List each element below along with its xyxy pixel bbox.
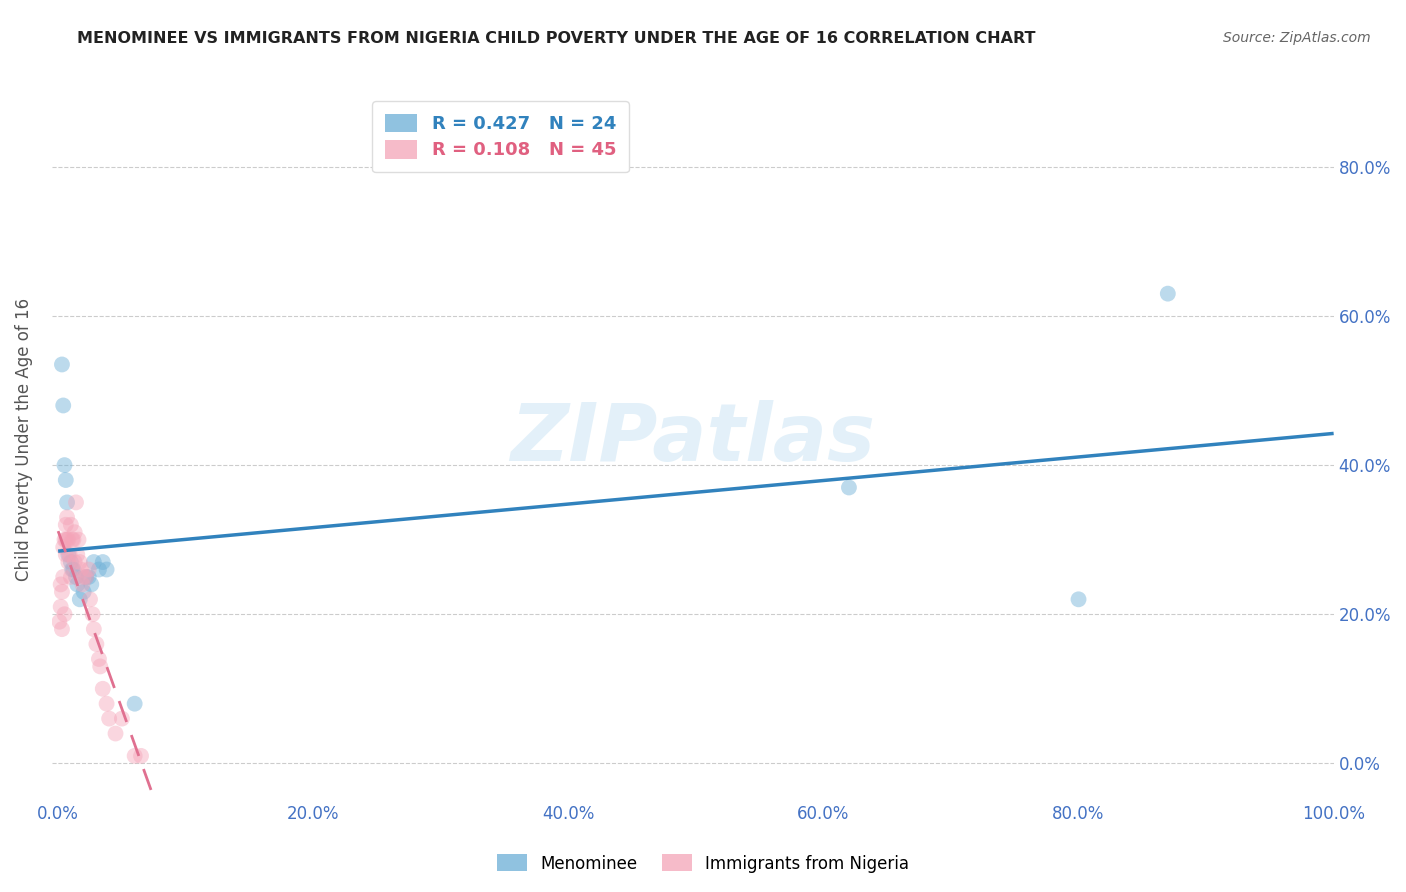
Point [69,555,91,569]
Point [48,615,70,629]
Point [104,726,127,740]
Point [111,712,134,726]
Point [55,533,77,547]
Point [1157,286,1180,301]
Point [53,458,76,472]
Point [67,533,90,547]
Point [72,570,94,584]
Point [56,495,79,509]
Point [65,570,87,584]
Point [66,577,89,591]
Point [75,570,97,584]
Point [58,548,80,562]
Point [83,622,105,636]
Point [52,570,75,584]
Point [1067,592,1090,607]
Point [66,548,89,562]
Point [87,652,110,666]
Point [70,562,93,576]
Point [96,562,118,576]
Point [86,637,108,651]
Point [56,510,79,524]
Point [79,592,101,607]
Point [49,577,72,591]
Point [89,659,111,673]
Point [55,548,77,562]
Point [60,533,83,547]
Point [58,533,80,547]
Point [87,562,110,576]
Point [69,592,91,607]
Point [98,712,121,726]
Point [62,533,84,547]
Text: MENOMINEE VS IMMIGRANTS FROM NIGERIA CHILD POVERTY UNDER THE AGE OF 16 CORRELATI: MENOMINEE VS IMMIGRANTS FROM NIGERIA CHI… [77,31,1036,46]
Point [63,555,86,569]
Y-axis label: Child Poverty Under the Age of 16: Child Poverty Under the Age of 16 [15,297,32,581]
Point [72,577,94,591]
Point [63,525,86,540]
Text: Source: ZipAtlas.com: Source: ZipAtlas.com [1223,31,1371,45]
Point [124,697,146,711]
Point [77,570,100,584]
Point [91,681,114,696]
Point [59,517,82,532]
Point [80,577,103,591]
Point [49,599,72,614]
Point [53,533,76,547]
Point [82,607,104,622]
Point [65,495,87,509]
Point [59,570,82,584]
Point [62,562,84,576]
Point [55,517,77,532]
Point [838,481,860,495]
Point [51,358,73,372]
Point [51,622,73,636]
Point [52,399,75,413]
Legend: Menominee, Immigrants from Nigeria: Menominee, Immigrants from Nigeria [489,847,917,880]
Point [91,555,114,569]
Point [58,555,80,569]
Point [129,748,152,763]
Point [77,562,100,576]
Point [59,548,82,562]
Point [75,570,97,584]
Point [83,555,105,569]
Point [53,607,76,622]
Point [59,555,82,569]
Point [56,533,79,547]
Point [72,585,94,599]
Point [51,585,73,599]
Point [124,748,146,763]
Text: ZIPatlas: ZIPatlas [510,400,875,478]
Legend: R = 0.427   N = 24, R = 0.108   N = 45: R = 0.427 N = 24, R = 0.108 N = 45 [373,101,628,172]
Point [52,540,75,554]
Point [60,562,83,576]
Point [96,697,118,711]
Point [55,473,77,487]
